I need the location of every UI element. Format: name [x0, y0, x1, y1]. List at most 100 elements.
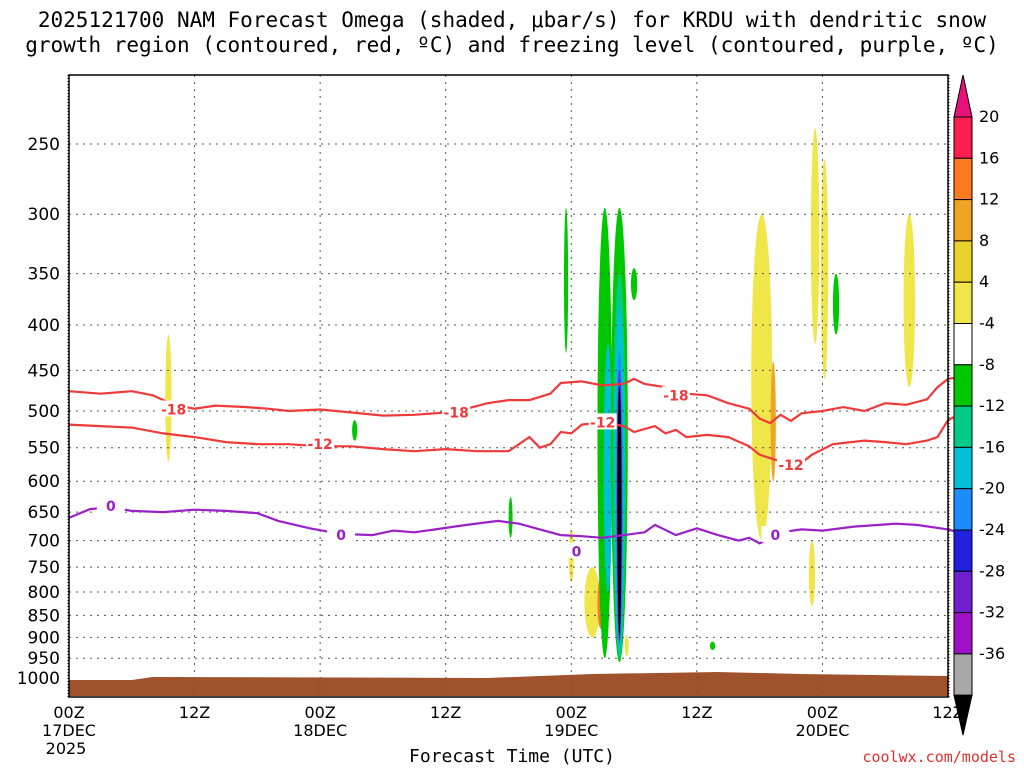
contour-label-bg-zero-2 — [562, 542, 591, 559]
omega-cell-t61g — [709, 641, 716, 651]
x-tick-label-0: 00Z — [53, 703, 84, 722]
x-tick-date-72: 20DEC — [795, 721, 849, 740]
colorbar-label-3: 8 — [979, 231, 989, 250]
colorbar-label-8: -16 — [979, 437, 1005, 456]
contour-label-minus12-2: -12 — [778, 458, 803, 474]
contour-label-bg-zero-3 — [761, 526, 790, 543]
chart-title-line-2: growth region (contoured, red, ºC) and f… — [25, 33, 999, 57]
omega-cell-t47 — [563, 207, 569, 353]
grid-layer — [69, 75, 948, 697]
y-tick-label-850: 850 — [28, 606, 60, 626]
omega-cell-t66y — [751, 214, 773, 541]
colorbar-box-9 — [953, 488, 973, 531]
chart-title-line-1: 2025121700 NAM Forecast Omega (shaded, μ… — [37, 8, 987, 32]
y-tick-label-1000: 1000 — [17, 669, 60, 689]
x-tick-label-60: 12Z — [681, 703, 712, 722]
omega-cell-t71y — [810, 128, 820, 344]
colorbar-label-10: -24 — [979, 520, 1005, 539]
contour-label-bg-zero-0 — [96, 497, 125, 514]
colorbar-box-3 — [953, 240, 973, 283]
omega-cell-t42 — [508, 496, 513, 538]
omega-cell-t49y — [584, 567, 601, 638]
contour-label-bg-minus12-1 — [588, 413, 617, 430]
terrain-fill — [69, 672, 948, 696]
colorbar-label-9: -20 — [979, 479, 1005, 498]
contour-label-bg-minus18-2 — [661, 386, 690, 403]
contour-label-zero-0: 0 — [106, 499, 116, 515]
y-tick-label-300: 300 — [28, 205, 60, 225]
contour-label-bg-minus12-2 — [777, 455, 806, 472]
contour-label-bg-minus18-0 — [159, 400, 188, 417]
contour-label-minus18-2: -18 — [663, 388, 688, 404]
omega-cell-t9 — [165, 334, 172, 462]
omega-cell-t72y — [820, 159, 829, 379]
colorbar-box-12 — [953, 612, 973, 655]
contour-label-bg-minus12-0 — [306, 435, 335, 452]
plot-frame — [68, 74, 949, 698]
x-axis-title: Forecast Time (UTC) — [409, 746, 615, 767]
y-tick-label-750: 750 — [28, 558, 60, 578]
omega-cell-t54g — [630, 268, 638, 301]
y-tick-label-600: 600 — [28, 472, 60, 492]
contour-label-bg-minus18-1 — [442, 403, 471, 420]
contour-label-zero-2: 0 — [572, 544, 582, 560]
colorbar-label-4: 4 — [979, 272, 989, 291]
colorbar-box-11 — [953, 570, 973, 614]
contour-label-bg-zero-1 — [327, 526, 356, 543]
omega-cell-t51c — [603, 343, 613, 593]
y-tick-label-800: 800 — [28, 583, 60, 603]
surface-terrain-layer — [69, 672, 948, 696]
site-credit: coolwx.com/models — [862, 748, 1016, 766]
contour-label-minus18-0: -18 — [161, 402, 186, 418]
plot-frame-layer — [67, 74, 950, 698]
x-tick-date-0: 17DEC — [42, 721, 96, 740]
contour-minus18 — [68, 376, 959, 425]
y-tick-label-450: 450 — [28, 361, 60, 381]
y-tick-label-500: 500 — [28, 402, 60, 422]
colorbar-box-0 — [953, 116, 973, 159]
colorbar-box-5 — [953, 323, 973, 366]
colorbar-label-1: 16 — [979, 148, 999, 167]
y-tick-label-950: 950 — [28, 649, 60, 669]
x-tick-date-24: 18DEC — [293, 721, 347, 740]
colorbar-box-8 — [953, 446, 973, 490]
colorbar-label-13: -36 — [979, 644, 1005, 663]
colorbar-box-4 — [953, 281, 973, 325]
colorbar-label-11: -28 — [979, 561, 1005, 580]
colorbar-box-7 — [953, 405, 973, 448]
colorbar-bottom-triangle — [953, 694, 973, 736]
omega-shading-layer — [165, 128, 916, 663]
y-tick-label-550: 550 — [28, 439, 60, 459]
x-tick-label-72: 00Z — [807, 703, 838, 722]
x-tick-date-48: 19DEC — [544, 721, 598, 740]
x-tick-label-12: 12Z — [179, 703, 210, 722]
x-tick-year-0: 2025 — [46, 739, 87, 758]
colorbar-label-5: -4 — [979, 314, 995, 333]
contour-label-minus18-1: -18 — [444, 406, 469, 422]
omega-cell-t53y — [624, 635, 629, 657]
omega-cell-t27 — [352, 420, 358, 441]
colorbar-label-2: 12 — [979, 190, 999, 209]
colorbar: 20 16 12 8 4 -4 -8 -12 -16 -20 -24 -28 -32 -36 — [953, 74, 1005, 736]
contour-label-minus12-1: -12 — [590, 415, 615, 431]
colorbar-box-13 — [953, 653, 973, 696]
colorbar-box-10 — [953, 529, 973, 572]
colorbar-label-0: 20 — [979, 107, 999, 126]
x-tick-label-48: 00Z — [556, 703, 587, 722]
contour-label-minus12-0: -12 — [307, 437, 332, 453]
omega-cell-t52k — [617, 387, 622, 636]
omega-cell-t71b — [808, 540, 816, 607]
y-axis: 2503003504004505005506006507007508008509… — [17, 135, 60, 689]
colorbar-label-7: -12 — [979, 396, 1005, 415]
colorbar-label-12: -32 — [979, 603, 1005, 622]
y-tick-label-900: 900 — [28, 628, 60, 648]
y-tick-label-650: 650 — [28, 503, 60, 523]
contour-layer: -18 -18 -18 -12 -12 -12 0 0 0 0 — [68, 376, 959, 560]
contour-label-zero-1: 0 — [336, 528, 346, 544]
colorbar-box-6 — [953, 364, 973, 407]
y-tick-label-250: 250 — [28, 135, 60, 155]
y-tick-label-700: 700 — [28, 532, 60, 552]
x-tick-label-24: 00Z — [304, 703, 335, 722]
